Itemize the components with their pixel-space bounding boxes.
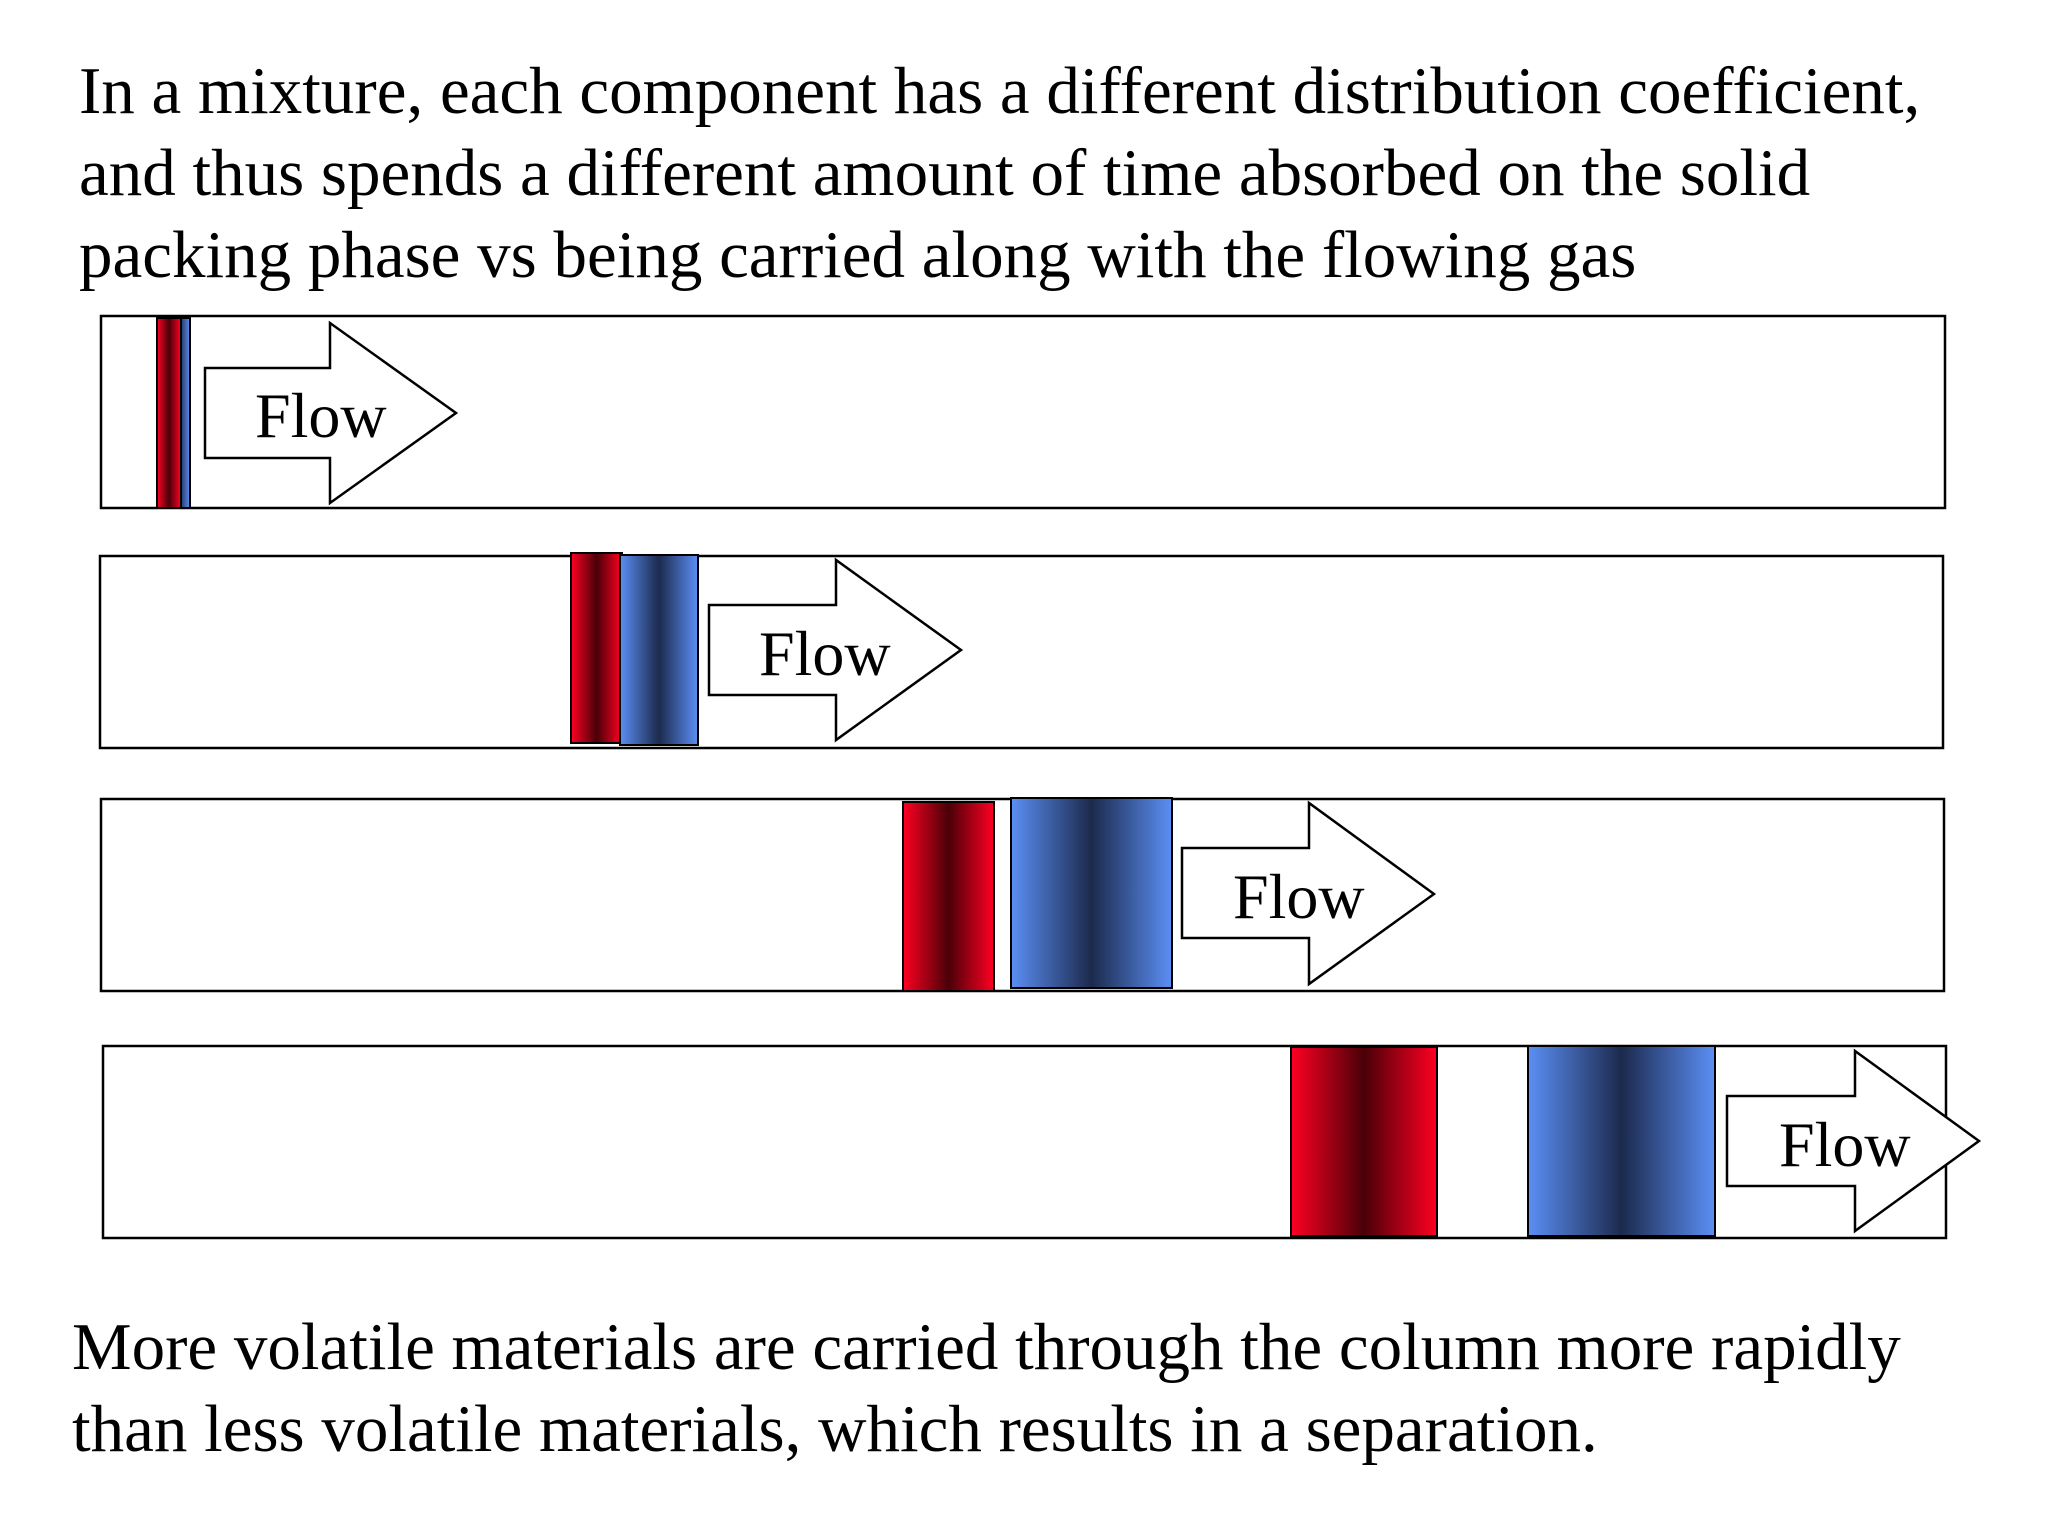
blue-band (619, 554, 699, 746)
column-stage-2: Flow (98, 552, 1945, 750)
bottom-caption-line: than less volatile materials, which resu… (72, 1392, 1598, 1466)
top-caption: In a mixture, each component has a diffe… (79, 50, 1920, 296)
blue-band (1527, 1045, 1716, 1237)
flow-arrow: Flow (203, 320, 459, 506)
flow-arrow-icon (1180, 800, 1437, 987)
flow-label: Flow (1233, 861, 1365, 932)
column-stage-3: Flow (99, 797, 1946, 993)
top-caption-line: and thus spends a different amount of ti… (79, 136, 1811, 210)
red-band (902, 801, 995, 992)
flow-arrow: Flow (1725, 1048, 1982, 1234)
flow-arrow-icon (203, 320, 459, 506)
red-band (570, 552, 623, 744)
flow-arrow: Flow (707, 557, 964, 743)
flow-label: Flow (255, 380, 387, 451)
blue-band (1010, 797, 1173, 989)
column-stage-4: Flow (101, 1044, 1982, 1240)
top-caption-line: packing phase vs being carried along wit… (79, 218, 1637, 292)
flow-arrow-icon (707, 557, 964, 743)
red-band (156, 317, 182, 509)
column-tube (98, 554, 1945, 750)
bottom-caption: More volatile materials are carried thro… (72, 1306, 1901, 1470)
red-band (1290, 1046, 1438, 1237)
bottom-caption-line: More volatile materials are carried thro… (72, 1310, 1901, 1384)
top-caption-line: In a mixture, each component has a diffe… (79, 54, 1921, 128)
flow-label: Flow (1779, 1109, 1911, 1180)
column-stage-1: Flow (99, 314, 1947, 510)
flow-label: Flow (759, 618, 891, 689)
flow-arrow: Flow (1180, 800, 1437, 987)
flow-arrow-icon (1725, 1048, 1982, 1234)
